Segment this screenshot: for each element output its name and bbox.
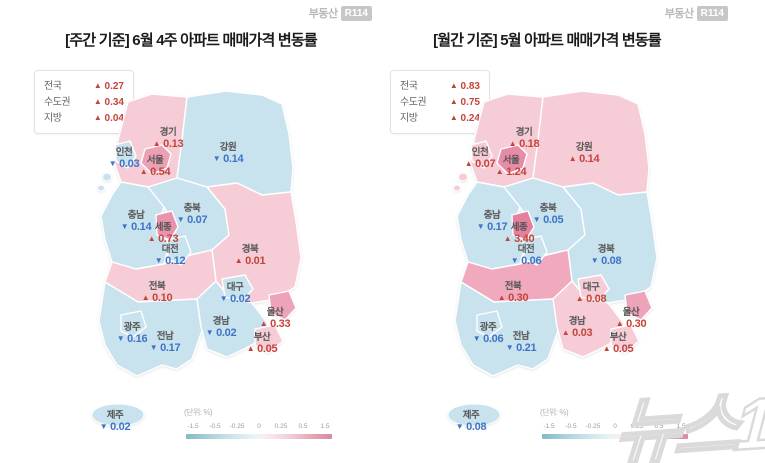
up-triangle-icon: ▲ [93,113,102,122]
page-title-weekly: [주간 기준] 6월 4주 아파트 매매가격 변동률 [65,32,317,49]
korea-map-svg [447,90,658,427]
colorbar-gradient [186,434,332,439]
region-gangwon [176,90,294,196]
region-daegu [577,274,610,302]
colorbar-tick: -1.5 [543,423,555,430]
region-ulsan [624,290,653,321]
region-busan [610,324,640,354]
korea-map-monthly: 경기 ▲ 0.18 강원 ▲ 0.14 인천 ▲ 0.07 서울 ▲ 1.24 충남 ▼ 0.17… [434,88,694,438]
colorbar-tick: 1.5 [320,423,330,430]
region-incheon [458,172,468,182]
region-gangwon [532,90,650,196]
brand-logo-badge: R114 [696,5,728,21]
colorbar-tick: 0 [613,423,617,430]
summary-label: 전국 [400,80,418,92]
summary-label: 수도권 [400,96,427,108]
summary-value: ▲ 0.24 [449,113,480,124]
colorbar-tick: -0.5 [209,423,221,430]
summary-label: 전국 [44,80,62,92]
unit-label: (단위: %) [540,408,569,417]
region-seoul [496,144,528,175]
region-daejeon [166,235,192,266]
region-incheon [453,184,461,192]
brand-logo-text: 부동산 [664,8,694,20]
region-gyeongbuk [206,182,302,304]
colorbar-tick: 1.5 [676,423,686,430]
colorbar-tick: -0.5 [565,423,577,430]
region-jeju [91,403,145,427]
colorbar-gradient [542,434,688,439]
region-ulsan [268,290,297,321]
summary-box-weekly: 전국 ▲ 0.27 수도권 ▲ 0.34 지방 ▲ 0.04 [34,70,134,134]
region-gwangju [120,310,147,338]
region-sejong [155,210,179,241]
page-title-monthly: [월간 기준] 5월 아파트 매매가격 변동률 [433,32,662,49]
summary-label: 지방 [44,112,62,124]
summary-row-provincial: 지방 ▲ 0.24 [400,110,480,126]
unit-label: (단위: %) [184,408,213,417]
summary-value: ▲ 0.27 [93,81,124,92]
up-triangle-icon: ▲ [449,81,458,90]
colorbar-tick: -1.5 [187,423,199,430]
colorbar-ticks: -1.5 -0.5 -0.25 0 0.25 0.5 1.5 [538,423,692,430]
summary-label: 지방 [400,112,418,124]
summary-value: ▲ 0.04 [93,113,124,124]
region-gyeongbuk [562,182,658,304]
up-triangle-icon: ▲ [93,81,102,90]
region-seoul [140,144,172,175]
up-triangle-icon: ▲ [449,113,458,122]
summary-row-national: 전국 ▲ 0.27 [44,78,124,94]
region-incheon [114,140,137,169]
region-jeonnam [98,281,205,377]
colorbar-tick: 0.5 [654,423,664,430]
summary-label: 수도권 [44,96,71,108]
colorbar-tick: 0.25 [630,423,644,430]
region-incheon [102,172,112,182]
colorbar-ticks: -1.5 -0.5 -0.25 0 0.25 0.5 1.5 [182,423,336,430]
up-triangle-icon: ▲ [449,97,458,106]
brand-logo-badge: R114 [340,5,372,21]
region-gwangju [476,310,503,338]
region-sejong [511,210,535,241]
summary-value: ▲ 0.34 [93,97,124,108]
region-daegu [221,274,254,302]
region-busan [254,324,284,354]
brand-logo: 부동산 R114 [665,5,728,21]
panel-weekly: 부동산 R114 [주간 기준] 6월 4주 아파트 매매가격 변동률 전국 ▲… [0,0,382,463]
colorbar-tick: 0.25 [274,423,288,430]
summary-row-metro: 수도권 ▲ 0.75 [400,94,480,110]
colorbar-tick: 0.5 [298,423,308,430]
summary-value: ▲ 0.83 [449,81,480,92]
brand-logo-text: 부동산 [308,8,338,20]
colorbar-tick: -0.25 [229,423,245,430]
korea-map-svg [91,90,302,427]
summary-value: ▲ 0.75 [449,97,480,108]
region-daejeon [522,235,548,266]
colorbar-tick: 0 [257,423,261,430]
news1-watermark-logo: 뉴스1 [611,382,765,463]
colorbar-tick: -0.25 [585,423,601,430]
summary-row-provincial: 지방 ▲ 0.04 [44,110,124,126]
brand-logo: 부동산 R114 [309,5,372,21]
region-jeonnam [454,281,561,377]
up-triangle-icon: ▲ [93,97,102,106]
summary-box-monthly: 전국 ▲ 0.83 수도권 ▲ 0.75 지방 ▲ 0.24 [390,70,490,134]
region-incheon [97,184,105,192]
korea-map-weekly: 경기 ▲ 0.13 강원 ▼ 0.14 인천 ▼ 0.03 서울 ▲ 0.54 충남 ▼ 0.14… [78,88,338,438]
region-jeju [447,403,501,427]
summary-row-metro: 수도권 ▲ 0.34 [44,94,124,110]
summary-row-national: 전국 ▲ 0.83 [400,78,480,94]
region-incheon [470,140,493,169]
